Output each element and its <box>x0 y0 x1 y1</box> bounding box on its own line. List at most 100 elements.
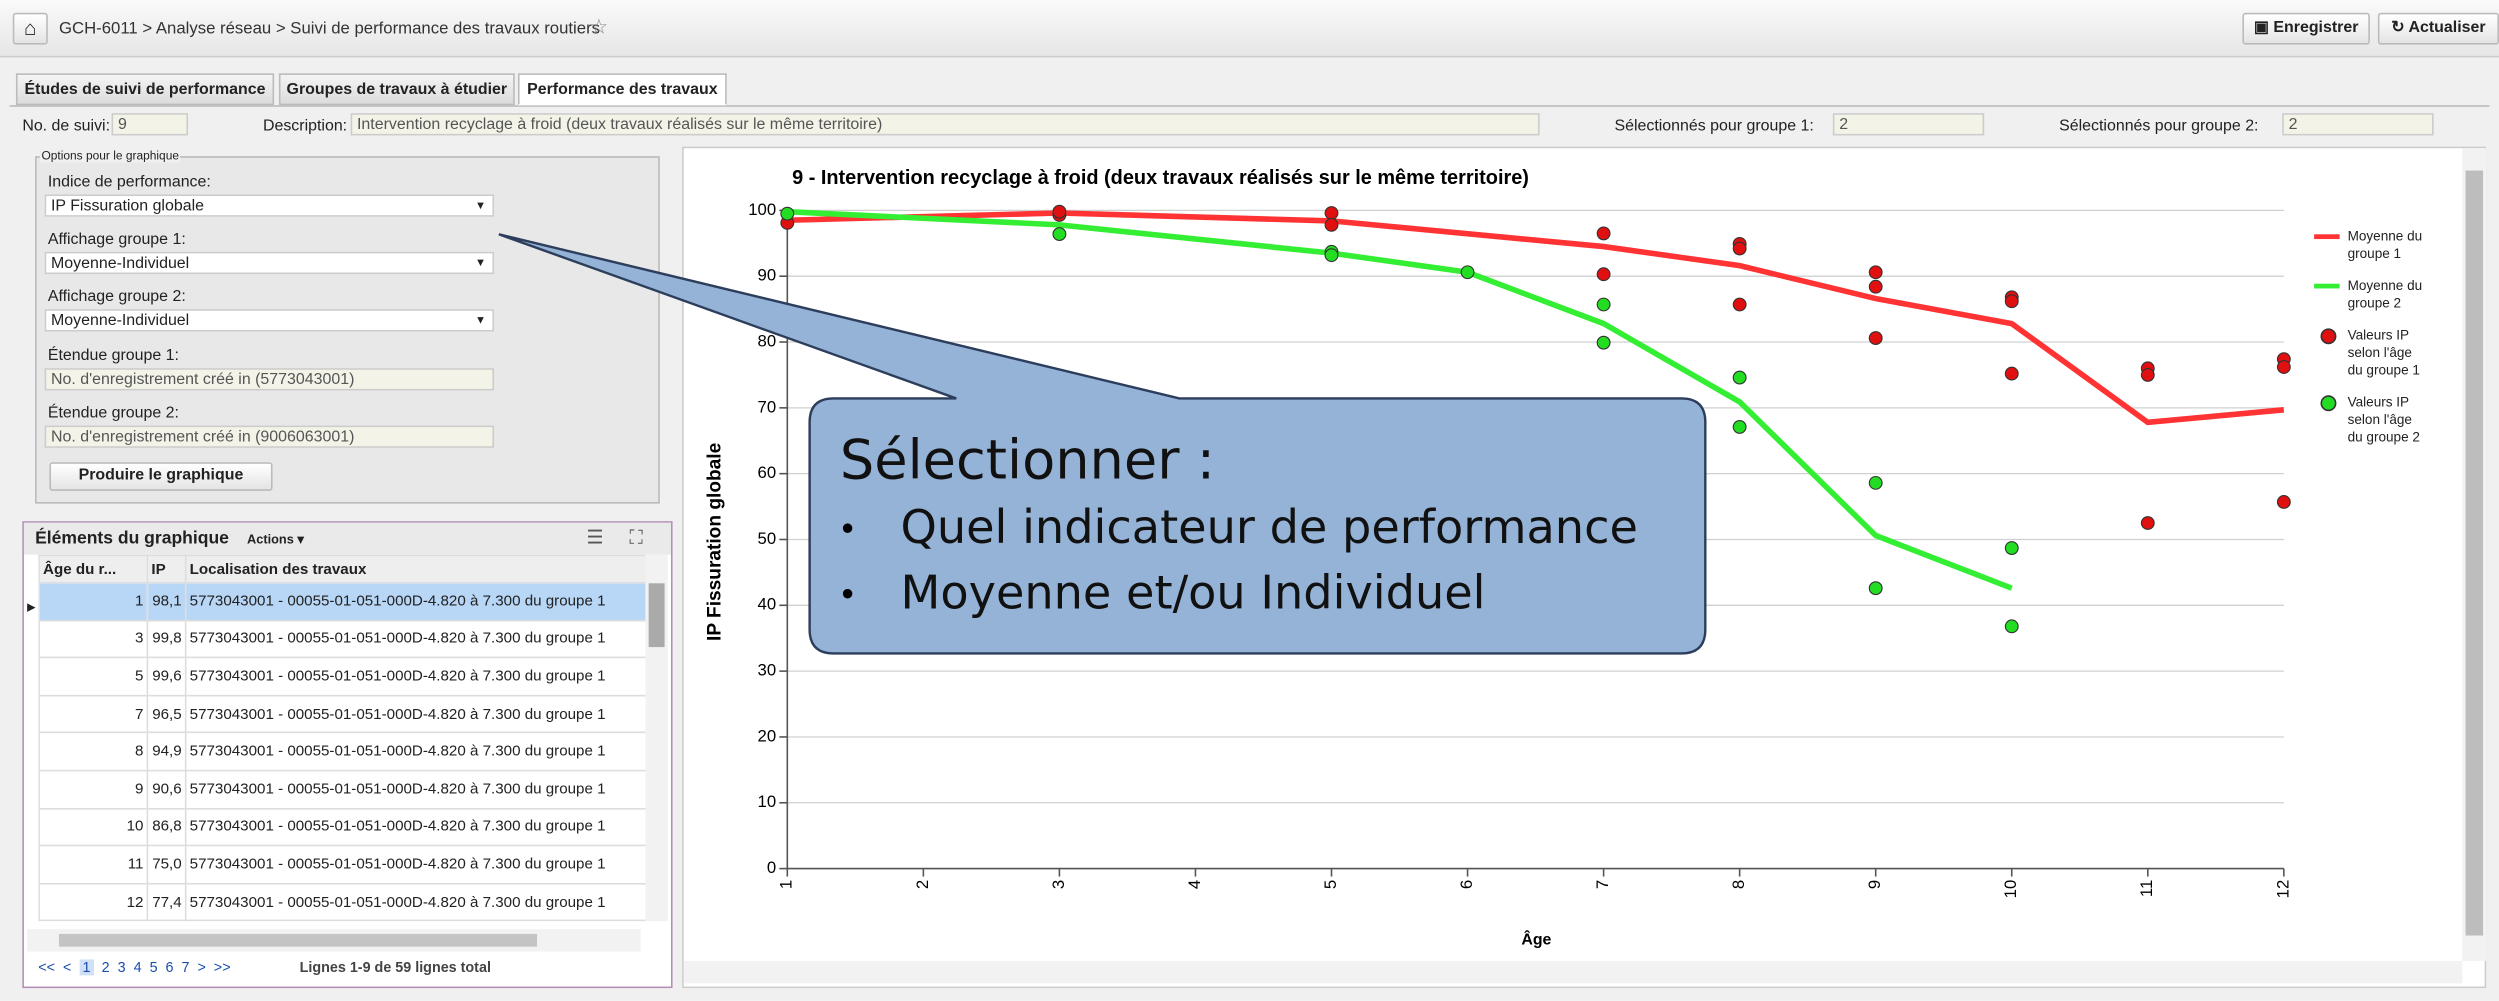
tab-active[interactable]: Performance des travaux <box>517 73 727 106</box>
page-link[interactable]: > <box>197 959 206 976</box>
callout-title: Sélectionner : <box>840 428 1215 491</box>
etendue1-field: No. d'enregistrement créé in (5773043001… <box>44 368 495 391</box>
ip-point <box>2276 495 2291 509</box>
callout-item: Moyenne et/ou Individuel <box>900 566 1485 620</box>
grid-row[interactable]: 1 98,1 5773043001 - 00055-01-051-000D-4.82… <box>38 581 646 621</box>
actions-menu[interactable]: Actions ▾ <box>247 532 304 547</box>
legend-swatch <box>2314 283 2340 289</box>
y-tick-label: 20 <box>758 726 777 745</box>
grid-cell: 5773043001 - 00055-01-051-000D-4.820 à 7… <box>184 619 646 659</box>
save-button[interactable]: ▣ Enregistrer <box>2242 12 2370 45</box>
ip-point <box>2004 294 2019 309</box>
x-tick-label: 3 <box>1049 880 1068 889</box>
ip-point <box>2140 367 2155 382</box>
list-icon[interactable]: ☰ <box>586 525 604 549</box>
legend-swatch <box>2314 234 2340 240</box>
legend-swatch <box>2320 328 2337 345</box>
label: No. de suivi: <box>22 117 111 136</box>
row-pointer: ▶ <box>27 602 36 614</box>
tab[interactable]: Études de suivi de performance <box>15 73 275 106</box>
page-link[interactable]: << <box>38 959 56 976</box>
affichage1-select[interactable]: Moyenne-Individuel <box>44 251 495 275</box>
grid-cell: 3 <box>38 619 149 659</box>
y-tick-label: 90 <box>758 266 777 285</box>
x-tick-label: 10 <box>2001 880 2020 899</box>
ip-point <box>1868 475 1883 490</box>
legend-item[interactable]: Valeurs IP selon l'âge du groupe 1 <box>2314 327 2430 380</box>
ip-point <box>2140 516 2155 530</box>
y-tick-label: 70 <box>758 397 777 416</box>
v-scrollbar[interactable] <box>645 554 668 922</box>
page-link[interactable]: < <box>62 959 72 976</box>
label: Description: <box>262 117 348 136</box>
column-header[interactable]: Localisation des travaux <box>184 554 646 584</box>
legend-label: Valeurs IP selon l'âge du groupe 2 <box>2347 393 2420 445</box>
ip-point <box>2276 360 2291 374</box>
page-link[interactable]: 5 <box>149 959 158 976</box>
expand-icon[interactable]: ⛶ <box>629 525 643 549</box>
page-link[interactable]: 6 <box>165 959 174 976</box>
page-link[interactable]: 7 <box>181 959 190 976</box>
ip-point <box>1324 248 1339 263</box>
refresh-button[interactable]: ↻ Actualiser <box>2377 12 2499 45</box>
x-tick-label: 4 <box>1185 880 1204 889</box>
etendue2-field: No. d'enregistrement créé in (9006063001… <box>44 425 495 448</box>
legend-label: Moyenne du groupe 1 <box>2347 227 2423 262</box>
ip-point <box>1868 581 1883 596</box>
grid-cell: 5773043001 - 00055-01-051-000D-4.820 à 7… <box>184 844 646 885</box>
column-header[interactable]: IP <box>146 554 187 584</box>
produce-button[interactable]: Produire le graphique <box>49 462 273 491</box>
grid-row[interactable]: 11 75,0 5773043001 - 00055-01-051-000D-4.8… <box>38 844 646 885</box>
grid-row[interactable]: 12 77,4 5773043001 - 00055-01-051-000D-4.8… <box>38 882 646 922</box>
home-button[interactable]: ⌂ <box>12 12 48 45</box>
pagination: << <1 2 3 4 5 6 7 > >> <box>38 959 238 976</box>
y-tick-label: 60 <box>758 463 777 482</box>
x-tick-label: 5 <box>1321 880 1340 889</box>
affichage2-select[interactable]: Moyenne-Individuel <box>44 309 495 332</box>
y-tick-label: 80 <box>758 331 777 350</box>
legend-item[interactable]: Moyenne du groupe 1 <box>2314 228 2430 263</box>
grid-rows: 1 98,1 5773043001 - 00055-01-051-000D-4.82… <box>38 581 646 922</box>
legend-item[interactable]: Moyenne du groupe 2 <box>2314 277 2430 312</box>
ip-point <box>1596 297 1611 312</box>
grid-body: Âge du r... IP Localisation des travaux … <box>38 554 646 922</box>
grid-cell: 12 <box>38 882 149 922</box>
legend-swatch <box>2320 395 2337 412</box>
page-link[interactable]: 3 <box>117 959 126 976</box>
h-scrollbar[interactable] <box>27 929 641 952</box>
grid-row[interactable]: 7 96,5 5773043001 - 00055-01-051-000D-4.82… <box>38 694 646 734</box>
indice-select[interactable]: IP Fissuration globale <box>44 194 495 217</box>
label: Affichage groupe 1: <box>47 231 186 249</box>
ip-point <box>1868 331 1883 346</box>
ip-point <box>1732 419 1747 434</box>
page-link[interactable]: 4 <box>133 959 142 976</box>
chart-h-scrollbar[interactable] <box>683 961 2463 984</box>
tab[interactable]: Groupes de travaux à étudier <box>278 73 515 106</box>
ip-point <box>2004 541 2019 555</box>
grid-cell: 86,8 <box>146 807 187 847</box>
x-tick-label: 12 <box>2273 880 2292 899</box>
grid-row[interactable]: 3 99,8 5773043001 - 00055-01-051-000D-4.82… <box>38 619 646 659</box>
ip-point <box>1732 297 1747 312</box>
favorite-star[interactable]: ☆ <box>589 14 609 39</box>
ip-point <box>1732 241 1747 256</box>
x-tick-label: 7 <box>1593 880 1612 889</box>
label: Étendue groupe 2: <box>47 404 179 423</box>
ip-point <box>1596 226 1611 241</box>
page-link[interactable]: 2 <box>101 959 110 976</box>
bullet: • <box>842 509 854 548</box>
page-link[interactable]: 1 <box>79 959 94 976</box>
grid-row[interactable]: 5 99,6 5773043001 - 00055-01-051-000D-4.82… <box>38 656 646 697</box>
x-axis-title: Âge <box>1521 930 1551 949</box>
fieldset-legend: Options pour le graphique <box>39 148 181 163</box>
page-link[interactable]: >> <box>213 959 231 976</box>
tab-rule <box>9 105 2490 107</box>
chart-v-scrollbar[interactable] <box>2462 148 2487 962</box>
grid-row[interactable]: 10 86,8 5773043001 - 00055-01-051-000D-4.8… <box>38 807 646 847</box>
refresh-label: Actualiser <box>2408 19 2486 37</box>
legend-item[interactable]: Valeurs IP selon l'âge du groupe 2 <box>2314 394 2430 447</box>
